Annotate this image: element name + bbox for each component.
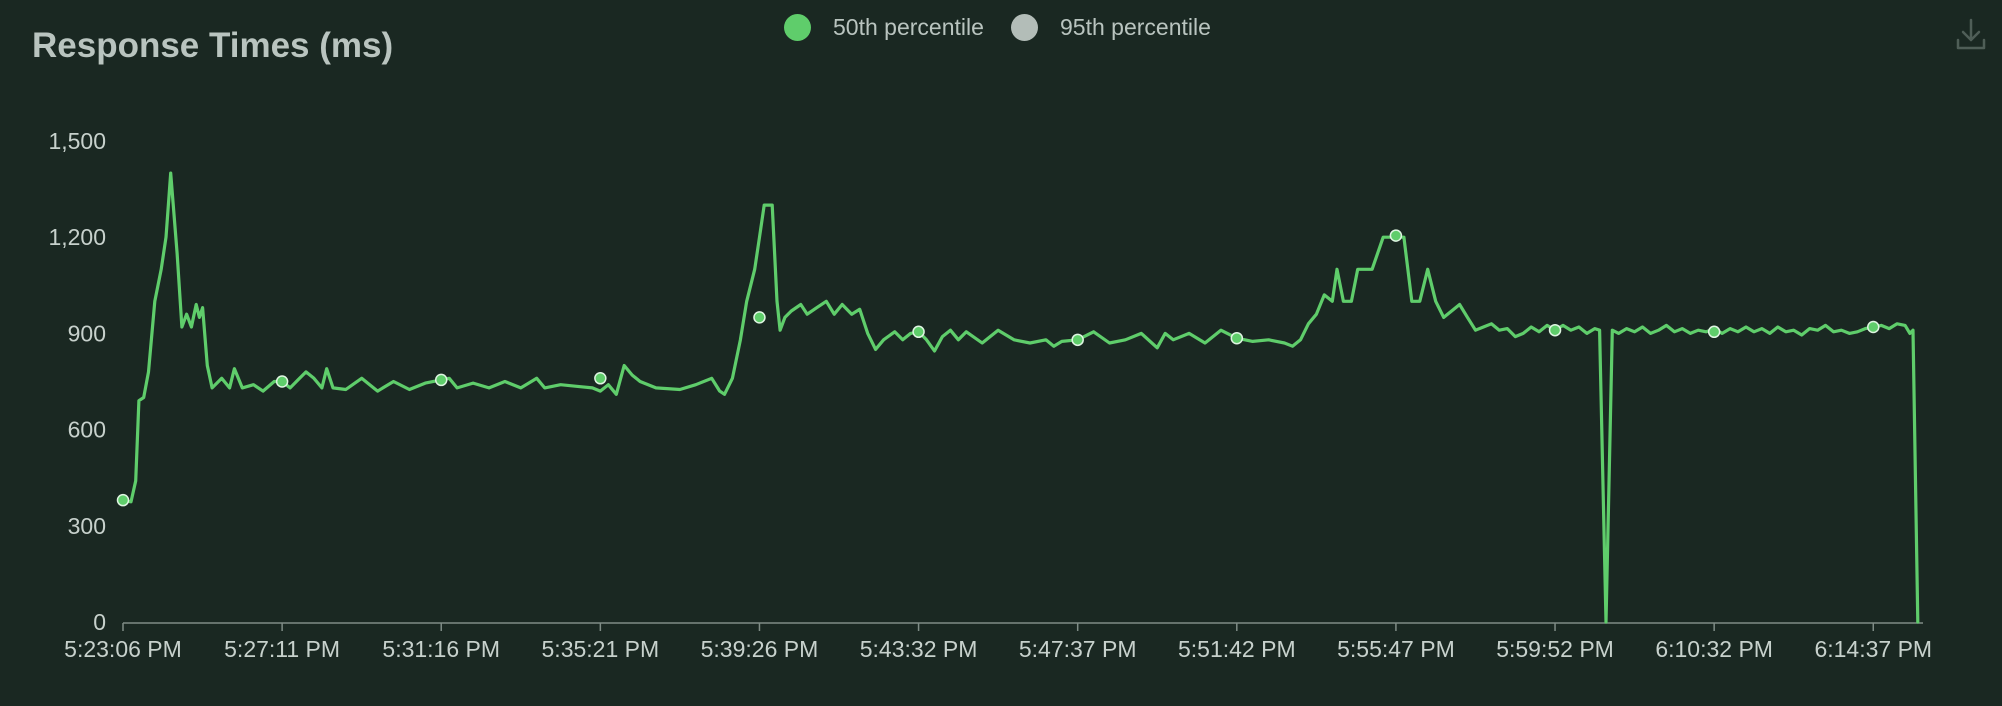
data-point-marker[interactable] (275, 375, 289, 388)
data-point-marker[interactable] (1867, 320, 1880, 334)
y-tick-label: 900 (68, 320, 106, 346)
x-tick-label: 5:31:16 PM (382, 636, 500, 662)
x-tick-label: 6:14:37 PM (1814, 636, 1932, 662)
download-button[interactable] (1954, 16, 1988, 54)
data-point-marker[interactable] (594, 372, 607, 385)
data-point-marker[interactable] (116, 493, 130, 507)
legend-swatch-95th-percentile (1011, 13, 1038, 41)
y-tick-label: 600 (68, 417, 106, 443)
legend-item-50th-percentile[interactable]: 50th percentile (784, 10, 984, 44)
legend-label-95th-percentile: 95th percentile (1060, 13, 1211, 40)
y-tick-label: 1,500 (48, 128, 106, 154)
data-point-marker[interactable] (1548, 323, 1562, 337)
x-tick-label: 5:35:21 PM (542, 636, 660, 662)
download-icon (1956, 18, 1986, 50)
x-tick-label: 5:55:47 PM (1337, 636, 1455, 662)
series-line-50th-percentile (121, 171, 1920, 624)
x-tick-label: 5:51:42 PM (1178, 636, 1296, 662)
y-tick-label: 0 (93, 609, 106, 635)
x-tick-label: 6:10:32 PM (1655, 636, 1773, 662)
x-tick-label: 5:47:37 PM (1019, 636, 1137, 662)
data-point-marker[interactable] (1071, 333, 1084, 347)
y-tick-label: 300 (68, 513, 106, 539)
legend-label-50th-percentile: 50th percentile (833, 13, 984, 40)
x-tick-label: 5:23:06 PM (64, 636, 182, 662)
legend: 50th percentile 95th percentile (0, 10, 2002, 44)
x-tick-label: 5:43:32 PM (860, 636, 978, 662)
data-point-marker[interactable] (912, 325, 925, 339)
legend-swatch-50th-percentile (784, 13, 811, 41)
chart-title: Response Times (ms) (32, 26, 394, 65)
legend-item-95th-percentile[interactable]: 95th percentile (1011, 10, 1211, 44)
y-tick-label: 1,200 (48, 224, 106, 250)
x-tick-label: 5:39:26 PM (701, 636, 819, 662)
data-point-marker[interactable] (753, 311, 766, 324)
data-point-marker[interactable] (434, 373, 448, 387)
x-tick-label: 5:27:11 PM (224, 636, 340, 662)
data-point-marker[interactable] (1707, 325, 1721, 339)
data-point-marker[interactable] (1389, 229, 1403, 242)
x-tick-label: 5:59:52 PM (1496, 636, 1614, 662)
data-point-marker[interactable] (1230, 331, 1244, 345)
